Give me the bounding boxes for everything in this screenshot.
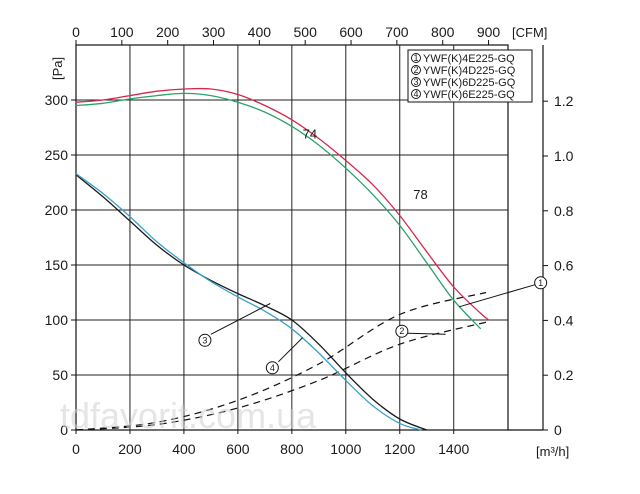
system-curve-2 <box>75 321 487 431</box>
callout-marker <box>198 333 212 347</box>
annotation-label: 78 <box>413 187 427 202</box>
watermark: tdfavorit.com.ua <box>60 395 317 436</box>
top-tick-label: 600 <box>339 24 363 40</box>
top-tick-label: 200 <box>156 24 180 40</box>
axes: 0 200 400 600 800 1000 1200 1400050100150200250… <box>45 24 574 459</box>
y-tick-label: 300 <box>45 92 69 108</box>
series-line-1 <box>75 87 490 321</box>
y-axis-unit: [Pa] <box>50 57 65 80</box>
x-tick-label: 800 <box>280 441 304 457</box>
top-tick-label: 500 <box>294 24 318 40</box>
top-tick-label: 700 <box>385 24 409 40</box>
top-tick-label: 800 <box>431 24 455 40</box>
legend-marker-number: 1 <box>413 53 418 63</box>
x-tick-label: 0 <box>72 441 80 457</box>
y-tick-label: 150 <box>45 257 69 273</box>
top-axis-unit: [CFM] <box>512 25 547 40</box>
legend-entry-label: YWF(K)4D225-GQ <box>423 65 516 77</box>
annotation-label: 74 <box>303 127 317 142</box>
right-tick-label: 0 <box>554 422 562 438</box>
grid <box>75 44 543 431</box>
callout-number: 3 <box>202 335 207 345</box>
callout-marker <box>534 276 548 290</box>
legend-entry-label: YWF(K)6D225-GQ <box>423 77 516 89</box>
right-tick-label: 0.6 <box>554 258 574 274</box>
legend-entry-label: YWF(K)4E225-GQ <box>423 53 515 65</box>
top-tick-label: 300 <box>202 24 226 40</box>
series-line-2 <box>75 92 482 330</box>
callout-leader <box>458 284 535 308</box>
y-tick-label: 100 <box>45 312 69 328</box>
right-tick-label: 0.2 <box>554 367 574 383</box>
callout-marker <box>265 361 279 375</box>
x-tick-label: 400 <box>172 441 196 457</box>
right-tick-label: 1.0 <box>554 148 574 164</box>
top-tick-label: 900 <box>477 24 501 40</box>
series-line-4 <box>75 173 422 431</box>
system-curves <box>75 291 487 431</box>
x-tick-label: 1400 <box>438 441 469 457</box>
y-tick-label: 250 <box>45 147 69 163</box>
x-tick-label: 1200 <box>384 441 415 457</box>
right-tick-label: 0.8 <box>554 203 574 219</box>
callout-leader <box>210 303 271 335</box>
performance-curves: 74 78 <box>75 87 490 431</box>
legend-marker <box>411 53 421 63</box>
right-tick-label: 0.4 <box>554 312 574 328</box>
legend-marker-number: 2 <box>413 65 418 75</box>
callout-leader <box>407 332 446 335</box>
y-tick-label: 0 <box>60 422 68 438</box>
system-curve-1 <box>75 291 487 431</box>
legend-marker <box>411 89 421 99</box>
callout-number: 4 <box>270 363 275 373</box>
legend: 1 YWF(K)4E225-GQ 2 YWF(K)4D225-GQ 3 YWF(K)6D2… <box>407 49 533 103</box>
x-tick-label: 200 <box>118 441 142 457</box>
callout-number: 1 <box>538 278 543 288</box>
top-tick-label: 0 <box>72 24 80 40</box>
series-line-3 <box>75 174 427 431</box>
callout-leader <box>277 337 303 363</box>
x-tick-label: 600 <box>226 441 250 457</box>
legend-box <box>407 49 533 103</box>
legend-marker <box>411 65 421 75</box>
y-tick-label: 50 <box>52 367 68 383</box>
x-axis-unit: [m³/h] <box>536 444 569 459</box>
callout-marker <box>395 324 409 338</box>
x-tick-label: 1000 <box>330 441 361 457</box>
y-tick-label: 200 <box>45 202 69 218</box>
legend-marker-number: 4 <box>413 89 418 99</box>
legend-marker-number: 3 <box>413 77 418 87</box>
top-tick-label: 400 <box>248 24 272 40</box>
right-tick-label: 1.2 <box>554 93 574 109</box>
legend-marker <box>411 77 421 87</box>
legend-entry-label: YWF(K)6E225-GQ <box>423 89 515 101</box>
callout-number: 2 <box>399 326 404 336</box>
top-tick-label: 100 <box>110 24 134 40</box>
callouts: 1 2 3 4 <box>198 276 548 375</box>
